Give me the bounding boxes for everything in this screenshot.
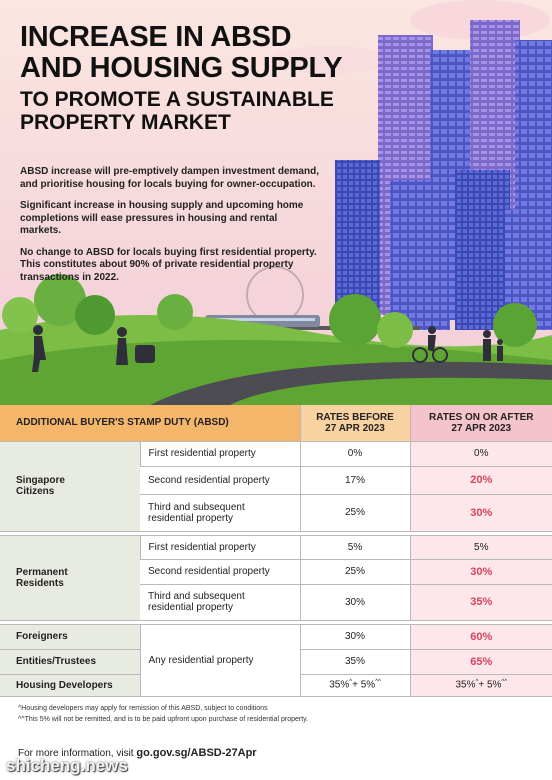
rate-cell: 5% [409,535,552,560]
footnote-mark: ^^ [375,679,381,686]
rate-cell: 30% [299,624,411,650]
group-cell: Permanent Residents [0,535,140,621]
property-cell: Third and subsequent residential propert… [140,584,301,621]
absd-table: ADDITIONAL BUYER'S STAMP DUTY (ABSD) RATE… [0,405,552,697]
footnote: ^^This 5% will not be remitted, and is t… [18,716,309,723]
rate-cell: 60% [409,624,552,650]
header-cell: ADDITIONAL BUYER'S STAMP DUTY (ABSD) [0,405,301,442]
group-name: Permanent Residents [16,566,68,589]
spacer-cell [0,531,552,536]
paragraph: ABSD increase will pre-emptively dampen … [20,166,319,190]
rate-cell: 20% [409,466,552,495]
property-cell: First residential property [139,441,301,467]
title: INCREASE IN ABSD AND HOUSING SUPPLY [20,21,343,84]
subtitle-line: TO PROMOTE A SUSTAINABLE [20,88,334,111]
group-cell: Housing Developers [0,674,140,697]
table-row: Second residential property 25% 30% [0,559,552,585]
subtitle: TO PROMOTE A SUSTAINABLE PROPERTY MARKET [20,88,334,134]
property-cell: First residential property [139,535,301,560]
footer-text: For more information, visit [18,748,134,759]
rate-cell: 35% [409,584,552,621]
header-cell: RATES ON OR AFTER 27 APR 2023 [409,405,552,442]
rate-part: 35% [455,679,476,691]
rate-cell: 0% [299,441,411,467]
rate-cell: 30% [409,494,552,532]
rate-part: + 5% [352,679,376,691]
table-row: Entities/Trustees 35% 65% [0,649,552,675]
rate-cell: 25% [299,494,411,532]
rate-cell: 5% [299,535,411,560]
table-row: ADDITIONAL BUYER'S STAMP DUTY (ABSD) RATE… [0,405,552,442]
rate-cell: 0% [409,441,552,467]
table-row: Third and subsequent residential propert… [0,584,552,621]
footer: For more information, visit go.gov.sg/AB… [18,747,257,759]
property-cell: Any residential property [139,624,301,697]
rate-cell: 35% [299,649,411,675]
footnote: ^Housing developers may apply for remiss… [18,705,268,712]
rate-cell: 65% [409,649,552,675]
group-name: Singapore Citizens [16,475,65,497]
rate-cell: 35%^+ 5%^^ [409,674,552,697]
table-row: Second residential property 17% 20% [0,466,552,495]
table-row: Singapore Citizens First residential prop… [0,441,552,532]
footnote-mark: ^^ [501,679,508,686]
rate-cell: 17% [299,466,411,495]
table-row: Foreigners Any residential property 30% 60% [0,624,552,697]
table-row: Housing Developers 35%^+ 5%^^ 35%^+ 5%^^ [0,674,552,697]
paragraph: No change to ABSD for locals buying firs… [20,246,317,283]
group-cell: Entities/Trustees [0,649,140,675]
footnotes: ^Housing developers may apply for remiss… [18,703,308,725]
table-body: ADDITIONAL BUYER'S STAMP DUTY (ABSD) RATE… [0,405,552,697]
table-row [0,531,552,536]
paragraphs: ABSD increase will pre-emptively dampen … [20,166,320,293]
title-line: AND HOUSING SUPPLY [20,52,343,84]
footer-link[interactable]: go.gov.sg/ABSD-27Apr [136,747,257,759]
subtitle-line: PROPERTY MARKET [20,111,231,134]
spacer-cell [0,620,552,625]
rate-part: + 5% [478,679,502,691]
rate-cell: 30% [299,584,411,621]
title-line: INCREASE IN ABSD [20,21,292,53]
header-cell: RATES BEFORE 27 APR 2023 [299,405,411,442]
table-row: Third and subsequent residential propert… [0,494,552,532]
table-row: Permanent Residents First residential pro… [0,535,552,621]
property-cell: Second residential property [140,559,301,585]
footnote-mark: ^ [475,679,479,686]
group-cell: Foreigners [0,624,140,650]
paragraph: Significant increase in housing supply a… [20,200,304,236]
rate-cell: 25% [299,559,411,585]
rate-part: 35% [329,679,350,691]
property-cell: Third and subsequent residential propert… [140,494,301,532]
rate-cell: 35%^+ 5%^^ [299,674,411,697]
illustration [0,0,552,405]
watermark: shicheng.news [6,756,128,775]
table-row [0,620,552,625]
group-cell: Singapore Citizens [0,441,140,532]
rate-cell: 30% [409,559,552,585]
footnote-mark: ^ [349,679,353,686]
property-cell: Second residential property [140,466,301,495]
